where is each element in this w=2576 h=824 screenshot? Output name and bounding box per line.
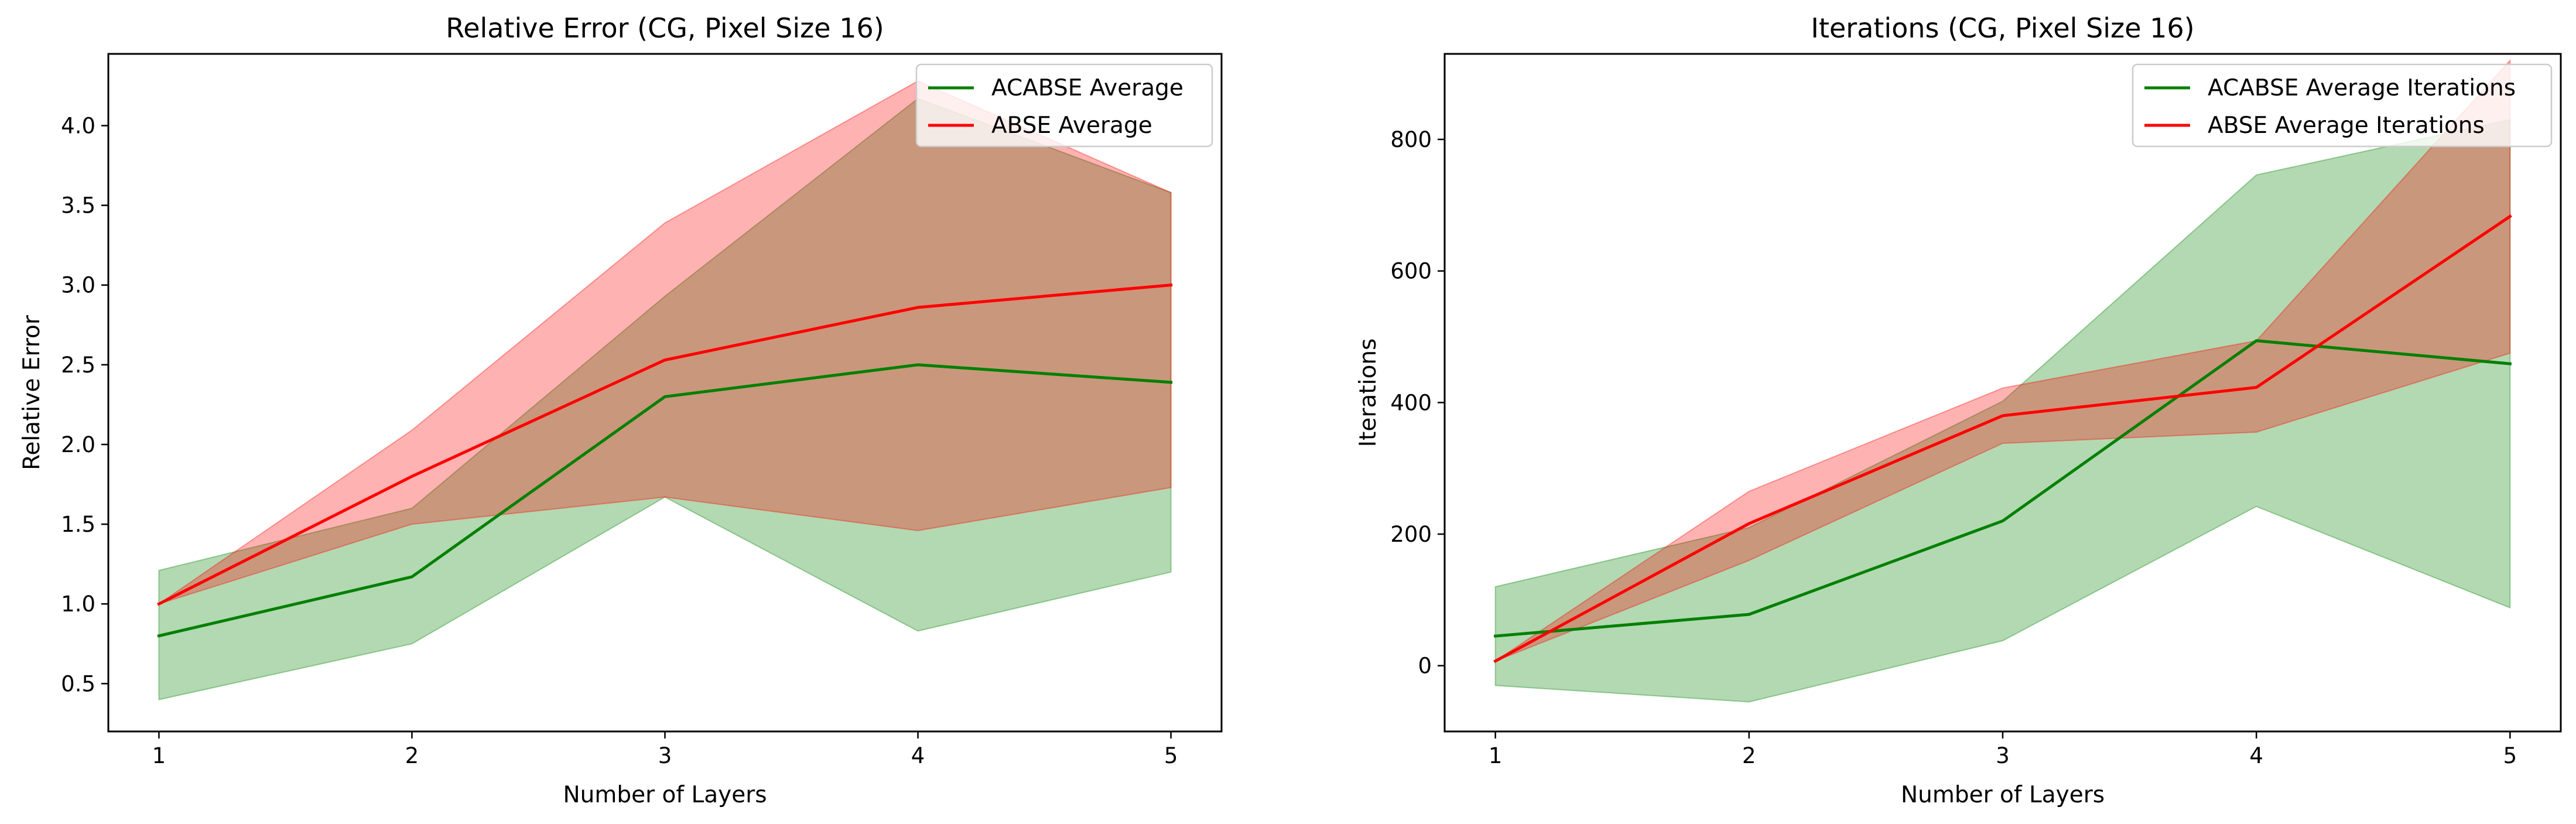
y-tick-label: 200 (1390, 522, 1432, 547)
legend: ACABSE Average Iterations ABSE Average I… (2132, 63, 2553, 148)
x-axis-label: Number of Layers (563, 782, 767, 808)
y-tick-label: 0 (1418, 654, 1432, 679)
x-tick-label: 5 (2503, 743, 2517, 768)
y-tick-label: 4.0 (61, 114, 95, 139)
series-lines (157, 283, 1173, 638)
line-series-0 (157, 363, 1173, 638)
band-series-1 (158, 80, 1172, 605)
confidence-bands (1494, 59, 2511, 703)
relative-error-chart: 1 2 3 4 5 0.5 1.0 1.5 2.0 2.5 3.0 3.5 4.0 Relative … (19, 12, 1223, 808)
y-axis-ticks: 0.5 1.0 1.5 2.0 2.5 3.0 3.5 4.0 (61, 114, 108, 696)
line-series-0 (1493, 339, 2512, 638)
y-tick-label: 2.0 (61, 432, 95, 457)
y-tick-label: 1.0 (61, 591, 95, 617)
x-tick-label: 4 (2249, 743, 2263, 768)
line-series-1 (157, 283, 1173, 606)
legend-label-abse: ABSE Average (991, 112, 1152, 139)
x-axis-ticks: 1 2 3 4 5 (1489, 731, 2517, 768)
chart-title: Iterations (CG, Pixel Size 16) (1811, 12, 2194, 44)
confidence-bands (158, 80, 1172, 700)
x-tick-label: 1 (152, 743, 166, 768)
legend-label-acabse: ACABSE Average (991, 75, 1183, 101)
iterations-chart: 1 2 3 4 5 0 200 400 600 800 Iterations (CG, Pixe… (1355, 12, 2562, 808)
y-axis-label: Iterations (1355, 339, 1381, 447)
series-lines (1493, 214, 2512, 664)
x-tick-label: 2 (1742, 743, 1756, 768)
y-tick-label: 0.5 (61, 671, 95, 696)
x-axis-label: Number of Layers (1901, 782, 2105, 808)
legend-label-abse-iterations: ABSE Average Iterations (2208, 112, 2485, 139)
band-series-0 (1494, 119, 2511, 703)
y-tick-label: 600 (1390, 259, 1432, 284)
y-axis-ticks: 0 200 400 600 800 (1390, 127, 1445, 679)
x-tick-label: 3 (1996, 743, 2010, 768)
x-tick-label: 1 (1489, 743, 1503, 768)
y-tick-label: 400 (1390, 390, 1432, 415)
legend: ACABSE Average ABSE Average (915, 63, 1213, 148)
y-tick-label: 1.5 (61, 512, 95, 537)
y-tick-label: 3.5 (61, 193, 95, 218)
x-tick-label: 5 (1164, 743, 1178, 768)
legend-box (915, 63, 1213, 148)
x-tick-label: 3 (658, 743, 672, 768)
legend-label-acabse-iterations: ACABSE Average Iterations (2208, 75, 2516, 101)
x-axis-ticks: 1 2 3 4 5 (152, 731, 1178, 768)
line-series-1 (1493, 214, 2512, 664)
x-tick-label: 4 (911, 743, 925, 768)
y-tick-label: 2.5 (61, 353, 95, 378)
y-tick-label: 800 (1390, 127, 1432, 152)
x-tick-label: 2 (405, 743, 419, 768)
y-axis-label: Relative Error (19, 314, 45, 470)
chart-title: Relative Error (CG, Pixel Size 16) (446, 12, 884, 44)
legend-box (2132, 63, 2553, 148)
band-series-1 (1495, 59, 2511, 662)
y-tick-label: 3.0 (61, 273, 95, 298)
band-series-0 (158, 98, 1172, 700)
